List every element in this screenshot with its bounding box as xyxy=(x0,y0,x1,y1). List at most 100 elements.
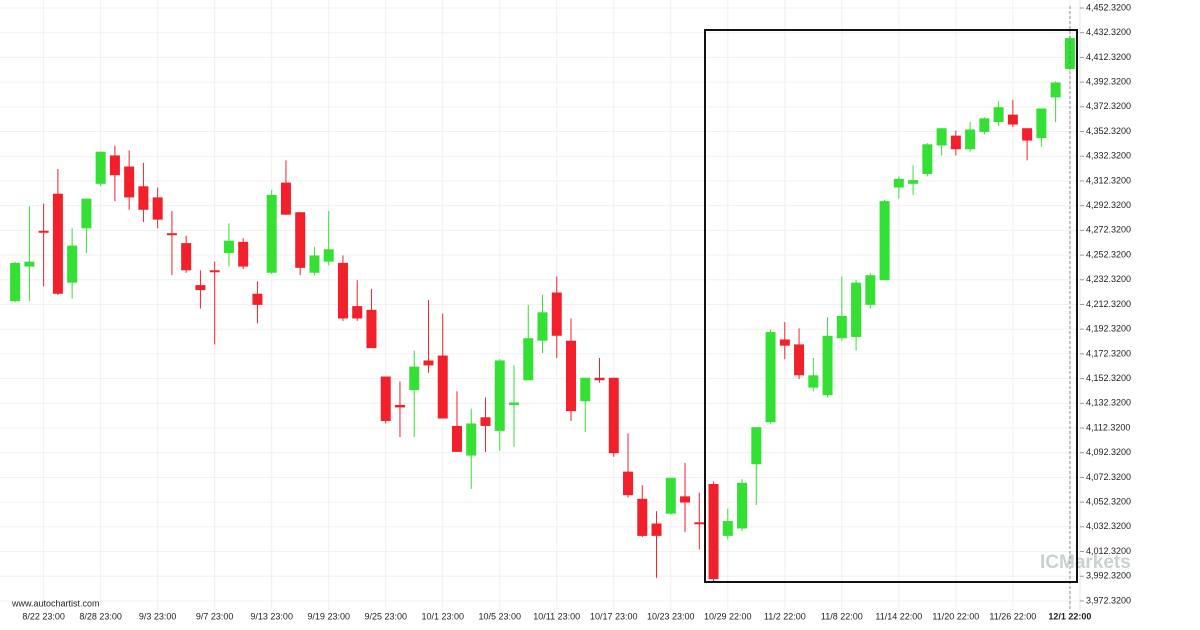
y-tick-label: 4,312.3200 xyxy=(1086,175,1131,185)
candle-body xyxy=(979,118,990,132)
x-tick-label: 10/29 22:00 xyxy=(704,611,752,621)
y-tick-label: 4,232.3200 xyxy=(1086,274,1131,284)
x-tick-label: 10/1 23:00 xyxy=(421,611,464,621)
x-tick-label: 9/3 23:00 xyxy=(139,611,177,621)
candle-body xyxy=(252,293,263,305)
candle-body xyxy=(708,483,719,580)
candle-body xyxy=(922,144,933,174)
source: www.autochartist.com xyxy=(11,598,100,608)
candle-body xyxy=(879,201,890,281)
candle-body xyxy=(623,471,634,496)
candle-body xyxy=(580,377,591,402)
y-tick-label: 4,432.3200 xyxy=(1086,27,1131,37)
candle-body xyxy=(665,477,676,514)
candle-body xyxy=(680,496,691,503)
candle-body xyxy=(295,212,306,268)
candle-body xyxy=(1036,108,1047,139)
candle-body xyxy=(608,377,619,454)
candle-body xyxy=(908,180,919,184)
candle-body xyxy=(950,135,961,150)
candle-body xyxy=(508,402,519,405)
candle-body xyxy=(95,151,106,184)
candle-body xyxy=(181,243,192,271)
x-tick-label: 10/23 23:00 xyxy=(647,611,695,621)
y-tick-label: 3,972.3200 xyxy=(1086,595,1131,605)
x-tick-label: 10/17 23:00 xyxy=(590,611,638,621)
candle-body xyxy=(81,198,92,229)
candle-body xyxy=(822,335,833,396)
candle-body xyxy=(523,338,534,381)
y-tick-label: 4,112.3200 xyxy=(1086,422,1130,432)
candle-body xyxy=(480,417,491,426)
candle-body xyxy=(209,270,220,273)
candle-body xyxy=(851,282,862,337)
candle-body xyxy=(109,155,120,176)
y-tick-label: 4,412.3200 xyxy=(1086,52,1131,62)
candle-body xyxy=(1022,128,1033,141)
candle-body xyxy=(223,240,234,253)
candle-body xyxy=(238,241,249,267)
candle-body xyxy=(566,340,577,412)
x-tick-label: 9/7 23:00 xyxy=(196,611,234,621)
x-tick-label: 11/2 22:00 xyxy=(764,611,806,621)
candle-body xyxy=(38,230,49,233)
candles xyxy=(10,35,1075,582)
x-tick-label: 11/8 22:00 xyxy=(821,611,863,621)
candle-body xyxy=(10,262,21,302)
candle-body xyxy=(366,309,377,349)
y-tick-label: 4,192.3200 xyxy=(1086,324,1131,334)
candle-body xyxy=(865,275,876,305)
x-tick-label: 9/19 23:00 xyxy=(307,611,350,621)
candle-body xyxy=(380,376,391,421)
candle-body xyxy=(751,427,762,465)
y-tick-label: 4,092.3200 xyxy=(1086,447,1131,457)
y-tick-label: 4,072.3200 xyxy=(1086,472,1131,482)
candle-body xyxy=(323,249,334,262)
candle-body xyxy=(722,521,733,536)
candle-body xyxy=(993,107,1004,123)
y-tick-label: 4,132.3200 xyxy=(1086,398,1131,408)
candle-body xyxy=(893,178,904,188)
x-tick-label: 12/1 22:00 xyxy=(1048,611,1091,621)
y-tick-label: 4,152.3200 xyxy=(1086,373,1131,383)
candle-body xyxy=(936,128,947,146)
y-tick-label: 4,032.3200 xyxy=(1086,521,1131,531)
candle-body xyxy=(138,186,149,210)
y-tick-label: 4,212.3200 xyxy=(1086,299,1131,309)
y-tick-label: 4,292.3200 xyxy=(1086,200,1131,210)
candle-body xyxy=(52,193,63,294)
candle-body xyxy=(537,312,548,341)
candle-body xyxy=(1050,82,1061,98)
candle-body xyxy=(166,233,177,236)
x-tick-label: 8/28 23:00 xyxy=(79,611,122,621)
x-tick-label: 9/25 23:00 xyxy=(364,611,407,621)
candle-body xyxy=(794,344,805,376)
candle-body xyxy=(551,292,562,336)
y-tick-label: 4,392.3200 xyxy=(1086,76,1131,86)
candle-body xyxy=(195,285,206,291)
candle-body xyxy=(266,194,277,273)
candle-body xyxy=(451,425,462,452)
candle-body xyxy=(694,522,705,525)
y-tick-label: 4,252.3200 xyxy=(1086,249,1131,259)
candle-body xyxy=(24,261,35,267)
candle-body xyxy=(394,404,405,408)
x-tick-label: 11/26 22:00 xyxy=(989,611,1036,621)
x-tick-label: 11/14 22:00 xyxy=(875,611,922,621)
watermark: ICMarkets xyxy=(1040,552,1131,573)
candle-body xyxy=(808,375,819,388)
candle-body xyxy=(494,360,505,431)
candle-body xyxy=(152,197,163,220)
y-tick-label: 4,372.3200 xyxy=(1086,101,1131,111)
x-tick-label: 10/5 23:00 xyxy=(478,611,521,621)
candle-body xyxy=(67,245,78,283)
candle-body xyxy=(1007,114,1018,125)
candle-body xyxy=(651,523,662,536)
candle-body xyxy=(337,262,348,319)
candle-body xyxy=(437,355,448,419)
y-tick-label: 4,452.3200 xyxy=(1086,2,1131,12)
candle-body xyxy=(466,423,477,456)
y-tick-label: 3,992.3200 xyxy=(1086,571,1131,581)
